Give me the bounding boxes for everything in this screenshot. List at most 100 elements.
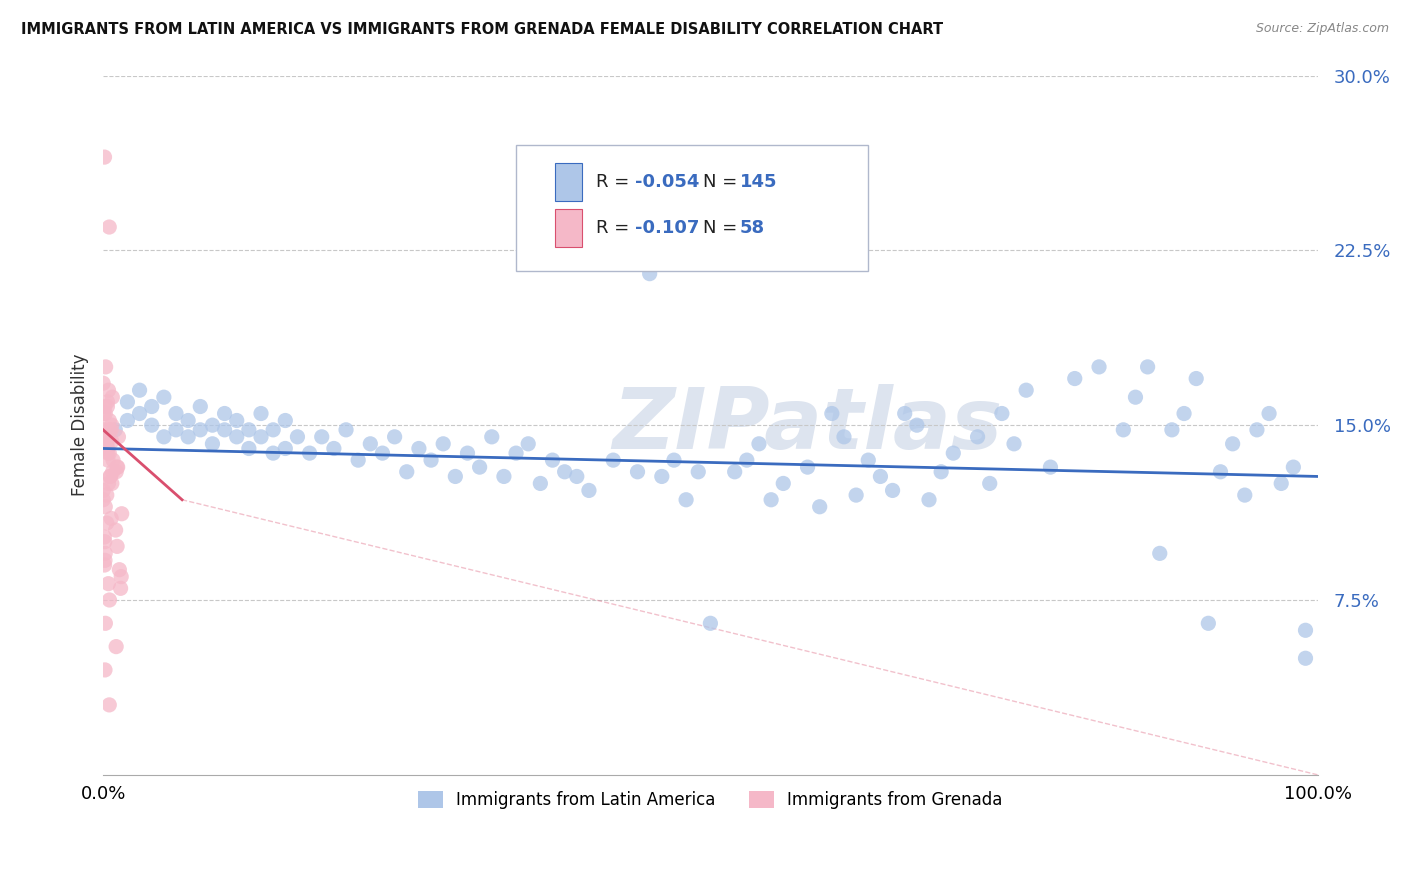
Point bbox=[101, 418, 124, 433]
Point bbox=[942, 446, 965, 460]
Point bbox=[395, 465, 418, 479]
Point bbox=[554, 465, 576, 479]
Point bbox=[565, 469, 588, 483]
Point bbox=[274, 442, 297, 456]
Point bbox=[104, 523, 127, 537]
Point bbox=[929, 465, 952, 479]
Point bbox=[1161, 423, 1184, 437]
Point bbox=[1270, 476, 1292, 491]
Point bbox=[699, 616, 721, 631]
Point bbox=[1222, 437, 1244, 451]
Point bbox=[882, 483, 904, 498]
Point bbox=[91, 407, 114, 421]
Text: ZIPatlas: ZIPatlas bbox=[613, 384, 1002, 467]
Point bbox=[214, 407, 236, 421]
Point bbox=[456, 446, 478, 460]
Point bbox=[225, 430, 247, 444]
Point bbox=[966, 430, 988, 444]
Text: 145: 145 bbox=[740, 173, 778, 191]
Point bbox=[100, 434, 122, 449]
Point bbox=[98, 413, 121, 427]
Point bbox=[96, 395, 118, 409]
Point bbox=[1149, 546, 1171, 560]
Y-axis label: Female Disability: Female Disability bbox=[72, 354, 89, 497]
Point bbox=[100, 469, 122, 483]
Point bbox=[420, 453, 443, 467]
Point bbox=[93, 150, 115, 164]
Point bbox=[991, 407, 1014, 421]
Text: R =: R = bbox=[596, 173, 636, 191]
Point bbox=[298, 446, 321, 460]
Point bbox=[505, 446, 527, 460]
Point bbox=[165, 423, 187, 437]
Point bbox=[96, 437, 118, 451]
Point bbox=[141, 418, 163, 433]
Point bbox=[97, 383, 120, 397]
Text: IMMIGRANTS FROM LATIN AMERICA VS IMMIGRANTS FROM GRENADA FEMALE DISABILITY CORRE: IMMIGRANTS FROM LATIN AMERICA VS IMMIGRA… bbox=[21, 22, 943, 37]
Point bbox=[675, 492, 697, 507]
Point bbox=[651, 469, 673, 483]
Point bbox=[94, 546, 117, 560]
Point bbox=[858, 453, 880, 467]
Point bbox=[1136, 359, 1159, 374]
Point bbox=[177, 413, 200, 427]
Point bbox=[869, 469, 891, 483]
Text: R =: R = bbox=[596, 219, 636, 237]
Point bbox=[1002, 437, 1025, 451]
Point bbox=[94, 500, 117, 514]
Point bbox=[335, 423, 357, 437]
Point bbox=[214, 423, 236, 437]
Point bbox=[100, 511, 122, 525]
Point bbox=[110, 582, 132, 596]
Point bbox=[832, 430, 855, 444]
Point bbox=[918, 492, 941, 507]
Point bbox=[97, 476, 120, 491]
Point bbox=[1039, 460, 1062, 475]
Point bbox=[98, 698, 121, 712]
Point bbox=[541, 453, 564, 467]
Point bbox=[688, 465, 710, 479]
Point bbox=[97, 446, 120, 460]
Point bbox=[359, 437, 381, 451]
Point bbox=[98, 446, 121, 460]
Point bbox=[177, 430, 200, 444]
Point bbox=[117, 395, 139, 409]
Point bbox=[432, 437, 454, 451]
Point bbox=[748, 437, 770, 451]
Text: 58: 58 bbox=[740, 219, 765, 237]
Point bbox=[128, 407, 150, 421]
Point bbox=[96, 400, 118, 414]
Point bbox=[188, 423, 211, 437]
Point bbox=[1015, 383, 1038, 397]
Bar bbox=[555, 209, 582, 247]
Point bbox=[492, 469, 515, 483]
Point bbox=[481, 430, 503, 444]
Point bbox=[724, 465, 747, 479]
Point bbox=[371, 446, 394, 460]
Point bbox=[444, 469, 467, 483]
Point bbox=[101, 465, 124, 479]
Point bbox=[274, 413, 297, 427]
Point bbox=[238, 442, 260, 456]
Point bbox=[238, 423, 260, 437]
Text: -0.107: -0.107 bbox=[636, 219, 699, 237]
Point bbox=[107, 460, 129, 475]
Point bbox=[94, 553, 117, 567]
Point bbox=[578, 483, 600, 498]
Point bbox=[153, 390, 176, 404]
Point bbox=[1282, 460, 1305, 475]
Point bbox=[796, 460, 818, 475]
Point bbox=[105, 465, 128, 479]
Point bbox=[105, 460, 128, 475]
Point bbox=[107, 430, 129, 444]
Point bbox=[262, 423, 284, 437]
Legend: Immigrants from Latin America, Immigrants from Grenada: Immigrants from Latin America, Immigrant… bbox=[412, 784, 1010, 815]
Point bbox=[110, 570, 132, 584]
Point bbox=[893, 407, 915, 421]
Point bbox=[93, 400, 115, 414]
Point bbox=[165, 407, 187, 421]
Point bbox=[105, 540, 128, 554]
Point bbox=[111, 507, 134, 521]
Text: N =: N = bbox=[703, 173, 744, 191]
Point bbox=[105, 640, 128, 654]
